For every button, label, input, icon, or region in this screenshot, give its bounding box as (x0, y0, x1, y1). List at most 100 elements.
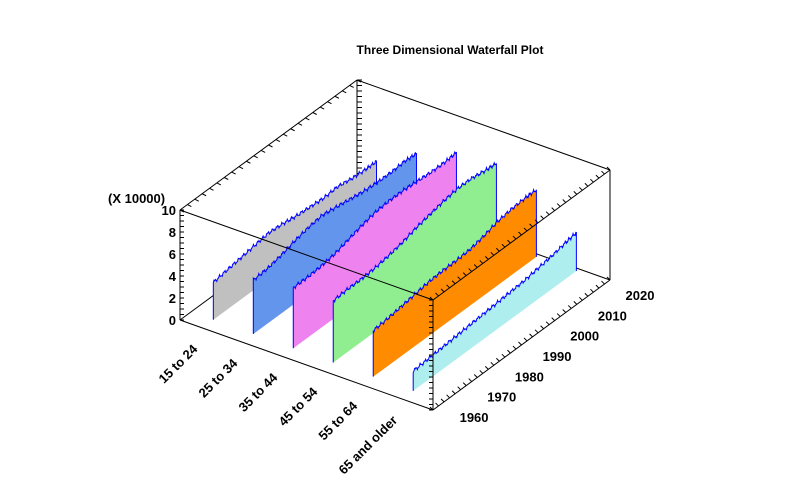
year-tick (297, 122, 303, 126)
year-tick (342, 90, 347, 94)
year-tick (573, 191, 578, 195)
year-tick (545, 321, 550, 326)
ribbon-outline-15-to-24 (212, 159, 377, 320)
year-tick (194, 198, 199, 202)
year-tick (540, 215, 544, 220)
year-tick (451, 390, 456, 395)
z-tick-label: 0 (169, 313, 176, 328)
year-tick (260, 149, 266, 153)
year-tick (573, 301, 578, 305)
year-tick (283, 133, 288, 137)
year-tick (446, 284, 450, 289)
year-tick (312, 112, 317, 115)
year-tick (529, 223, 533, 228)
ribbon-outline-35-to-44 (292, 150, 457, 349)
year-tick (479, 260, 484, 264)
year-tick (567, 305, 572, 309)
year-tick (440, 398, 445, 403)
year-tick (231, 171, 236, 175)
z-tick-label: 10 (162, 203, 176, 218)
z-tick-label: 4 (169, 269, 177, 284)
year-tick (501, 243, 506, 248)
year-tick (601, 170, 605, 175)
ribbon-45-to-54 (333, 162, 497, 363)
year-tick (523, 337, 528, 342)
year-tick (545, 211, 550, 216)
year-tick (601, 280, 605, 285)
year-tick (462, 382, 467, 386)
year-tick (595, 284, 600, 289)
year-tick (518, 231, 522, 236)
year-tick (590, 178, 594, 183)
z-multiplier-label: (X 10000) (108, 191, 165, 206)
ribbon-65-and-older (413, 232, 577, 391)
year-tick (462, 272, 467, 276)
year-tick (556, 203, 561, 207)
year-tick (562, 309, 567, 313)
year-tick (440, 288, 445, 293)
year-tick (578, 186, 583, 191)
year-tick (490, 361, 495, 366)
year-tick (595, 174, 600, 179)
year-tick (473, 264, 478, 268)
year-tick (484, 366, 489, 370)
top-front-edge (179, 209, 434, 301)
year-tick (224, 177, 229, 180)
year-tick (606, 166, 611, 171)
year-tick (451, 280, 456, 285)
year-tick (468, 268, 473, 272)
year-tick (479, 370, 484, 374)
year-tick (327, 101, 332, 105)
year-tick (556, 313, 561, 317)
category-label: 15 to 24 (156, 341, 201, 386)
year-tick (201, 193, 207, 197)
year-tick-label: 1980 (515, 369, 544, 384)
year-tick-label: 1970 (487, 390, 516, 405)
year-tick (501, 353, 506, 358)
year-tick (590, 288, 594, 293)
year-tick (435, 402, 439, 407)
top-back-edge (356, 79, 611, 171)
category-label: 25 to 34 (196, 355, 241, 400)
year-tick (238, 166, 244, 170)
ribbons (212, 150, 577, 391)
z-tick-label: 6 (169, 247, 176, 262)
year-tick (290, 128, 295, 132)
year-tick (584, 292, 589, 297)
year-tick (507, 239, 511, 244)
year-tick (606, 276, 611, 281)
year-tick (468, 378, 473, 382)
year-tick (562, 199, 567, 203)
year-tick (268, 144, 273, 148)
year-tick (490, 251, 495, 256)
year-tick (496, 357, 500, 362)
ribbon-35-to-44 (293, 152, 457, 349)
year-tick (253, 155, 258, 159)
ribbon-outline-55-to-64 (372, 187, 537, 377)
chart-title: Three Dimensional Waterfall Plot (357, 43, 544, 57)
year-tick (429, 406, 434, 411)
ribbon-outline-65-and-older (412, 231, 577, 391)
year-tick (529, 333, 533, 338)
year-tick (578, 296, 583, 301)
year-tick (534, 219, 539, 224)
year-tick-label: 2020 (626, 288, 655, 303)
year-tick (484, 256, 489, 260)
year-tick (473, 374, 478, 378)
year-tick (457, 386, 462, 391)
year-tick-label: 1990 (543, 349, 572, 364)
box-front-edges (179, 166, 611, 411)
year-tick (305, 117, 310, 121)
year-tick (446, 394, 450, 399)
year-tick (540, 325, 544, 330)
year-tick (551, 317, 556, 321)
year-tick (523, 227, 528, 232)
year-tick (209, 187, 214, 191)
year-tick (275, 139, 281, 143)
year-tick (319, 106, 325, 110)
year-tick (518, 341, 522, 346)
front-bottom-edge (179, 319, 434, 411)
ribbon-outline-45-to-54 (332, 161, 497, 363)
category-label: 35 to 44 (235, 369, 280, 414)
